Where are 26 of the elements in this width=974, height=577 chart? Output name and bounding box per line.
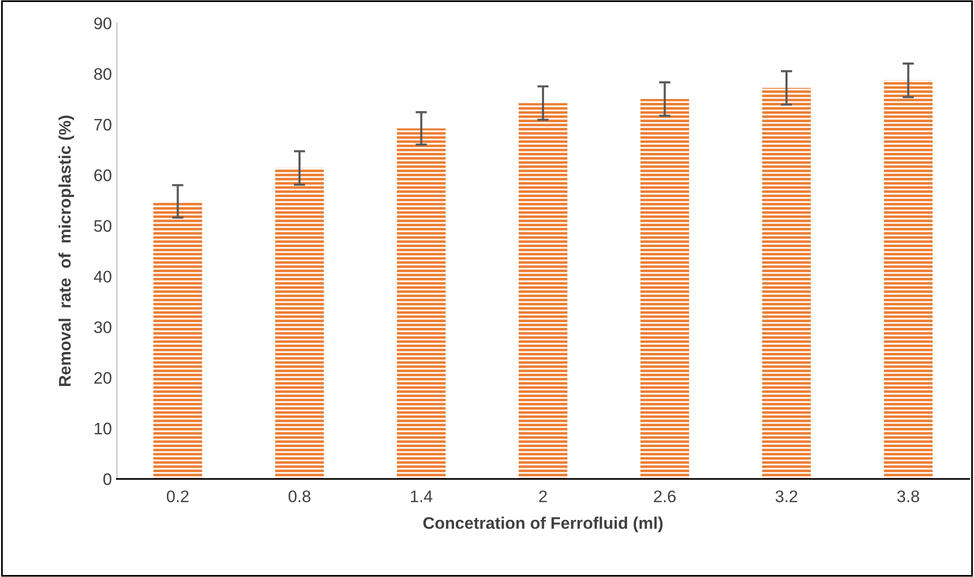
y-tick-label: 30: [94, 321, 112, 334]
bar: [762, 88, 811, 479]
y-tick-label: 60: [94, 169, 112, 182]
y-axis-title: Removal rate of microplastic (%): [58, 116, 74, 386]
y-tick-label: 20: [94, 372, 112, 384]
y-tick-label: 80: [94, 68, 112, 80]
bar: [518, 103, 568, 479]
x-tick-label: 0.2: [166, 490, 189, 502]
y-tick-label: 70: [94, 118, 112, 131]
bar: [884, 80, 933, 479]
x-tick-label: 0.8: [288, 490, 310, 502]
bar: [640, 99, 690, 479]
y-tick-label: 0: [103, 473, 112, 486]
bar: [396, 128, 446, 479]
x-tick-label: 3.8: [897, 490, 920, 502]
x-tick-label: 1.4: [410, 490, 432, 502]
x-tick-label: 2: [539, 490, 547, 502]
y-tick-label: 40: [94, 270, 112, 283]
x-axis-title: Concetration of Ferrofluid (ml): [423, 516, 663, 532]
y-tick-label: 50: [94, 220, 112, 232]
y-tick-label: 10: [94, 422, 112, 434]
bar: [275, 168, 324, 479]
x-tick-label: 2.6: [654, 490, 676, 502]
x-tick-label: 3.2: [776, 490, 798, 502]
bar: [153, 201, 202, 479]
y-tick-label: 90: [94, 17, 112, 30]
